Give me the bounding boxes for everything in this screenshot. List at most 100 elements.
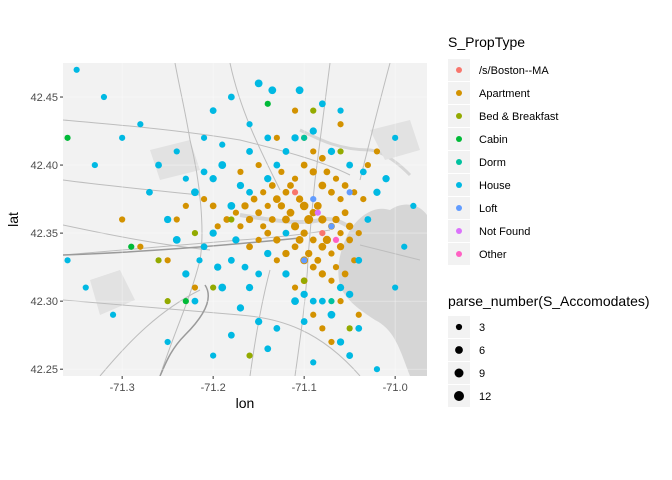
data-point bbox=[318, 154, 326, 162]
data-point bbox=[255, 161, 262, 169]
data-point bbox=[355, 324, 363, 332]
data-point bbox=[304, 215, 314, 224]
legend-key-dot bbox=[456, 90, 462, 96]
data-point bbox=[264, 229, 272, 237]
data-point bbox=[282, 229, 290, 237]
data-point bbox=[273, 161, 281, 169]
data-point bbox=[268, 182, 276, 189]
data-point bbox=[164, 338, 171, 346]
legend-label: Bed & Breakfast bbox=[479, 111, 559, 123]
color-legend-items: /s/Boston--MA Apartment Bed & Breakfast Cab… bbox=[448, 59, 559, 265]
data-point bbox=[227, 331, 235, 339]
data-point bbox=[264, 134, 272, 142]
color-legend-item: Cabin bbox=[448, 128, 508, 150]
data-point bbox=[318, 242, 327, 251]
series-house bbox=[64, 66, 417, 373]
data-point bbox=[309, 209, 317, 217]
data-point bbox=[246, 352, 253, 359]
data-point bbox=[209, 107, 217, 115]
data-point bbox=[155, 257, 162, 264]
data-point bbox=[282, 188, 290, 196]
y-tick-label: 42.25 bbox=[30, 364, 58, 376]
data-point bbox=[336, 283, 345, 292]
data-point bbox=[182, 270, 190, 278]
data-point bbox=[345, 290, 354, 299]
data-point bbox=[301, 257, 308, 264]
data-point bbox=[291, 134, 299, 142]
data-point bbox=[173, 148, 180, 155]
grid bbox=[63, 63, 427, 376]
data-point bbox=[137, 243, 144, 250]
data-point bbox=[260, 189, 267, 196]
data-point bbox=[328, 277, 335, 284]
data-point bbox=[364, 216, 372, 223]
data-point bbox=[410, 202, 417, 209]
data-point bbox=[327, 310, 336, 319]
data-point bbox=[241, 263, 249, 271]
data-point bbox=[236, 304, 245, 312]
y-axis: 42.25 42.30 42.35 42.40 42.45 bbox=[30, 92, 63, 376]
legend-key-dot bbox=[456, 182, 462, 188]
data-point bbox=[278, 168, 285, 175]
data-point bbox=[173, 216, 180, 223]
data-point bbox=[310, 148, 317, 155]
size-legend-items: 3 6 9 12 bbox=[448, 316, 491, 407]
data-point bbox=[310, 311, 317, 318]
series-other bbox=[332, 236, 340, 244]
legend-key-dot bbox=[456, 205, 462, 211]
data-point bbox=[246, 121, 253, 128]
data-point bbox=[359, 168, 367, 176]
data-point bbox=[318, 100, 326, 108]
data-point bbox=[291, 175, 299, 182]
legend-key-dot bbox=[456, 251, 462, 257]
data-point bbox=[355, 230, 362, 237]
data-point bbox=[73, 66, 80, 73]
legend-label: /s/Boston--MA bbox=[479, 65, 549, 77]
data-point bbox=[310, 107, 317, 114]
data-point bbox=[223, 216, 231, 223]
data-point bbox=[255, 270, 263, 278]
data-point bbox=[209, 202, 217, 210]
data-point bbox=[364, 161, 371, 169]
data-point bbox=[64, 134, 71, 141]
data-point bbox=[355, 256, 363, 264]
data-point bbox=[273, 236, 281, 244]
data-point bbox=[219, 141, 226, 148]
data-point bbox=[191, 297, 199, 305]
data-point bbox=[309, 168, 317, 176]
data-point bbox=[245, 283, 254, 292]
data-point bbox=[309, 263, 317, 271]
data-point bbox=[319, 230, 326, 237]
data-point bbox=[200, 195, 208, 203]
data-point bbox=[236, 181, 245, 190]
data-point bbox=[295, 195, 304, 203]
data-point bbox=[301, 134, 308, 141]
series-loft bbox=[301, 189, 353, 264]
data-point bbox=[309, 297, 317, 305]
data-point bbox=[327, 147, 336, 156]
data-point bbox=[328, 338, 335, 346]
data-point bbox=[227, 93, 235, 101]
data-point bbox=[218, 283, 227, 292]
data-point bbox=[295, 86, 304, 95]
data-point bbox=[119, 134, 126, 141]
legend-label: House bbox=[479, 180, 511, 192]
data-point bbox=[341, 182, 349, 189]
data-point bbox=[128, 243, 135, 250]
color-legend-item: Loft bbox=[448, 197, 497, 219]
data-point bbox=[328, 250, 335, 257]
legend-key-dot bbox=[456, 159, 462, 165]
data-point bbox=[336, 338, 345, 346]
legend-key-dot bbox=[453, 390, 465, 402]
legend-label: 3 bbox=[479, 322, 485, 334]
data-point bbox=[318, 297, 326, 305]
legend-key-dot bbox=[455, 346, 463, 354]
data-point bbox=[291, 189, 299, 196]
data-point bbox=[314, 209, 321, 216]
basemap-panel bbox=[63, 63, 427, 376]
data-point bbox=[337, 298, 344, 305]
data-point bbox=[291, 243, 299, 251]
legend-key-dot bbox=[455, 323, 463, 331]
data-point bbox=[214, 263, 222, 271]
size-legend-title: parse_number(S_Accomodates) bbox=[448, 293, 650, 309]
